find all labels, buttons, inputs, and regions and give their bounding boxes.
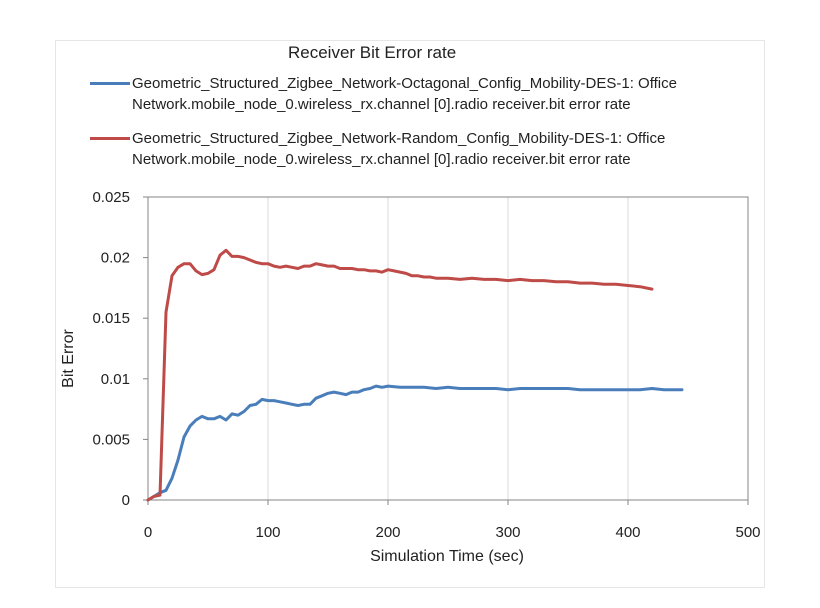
legend-label-octagonal-line1: Geometric_Structured_Zigbee_Network-Octa… (132, 75, 677, 92)
legend-swatch-octagonal (90, 82, 130, 85)
x-tick-label-100: 100 (255, 524, 280, 541)
y-tick-label-0.025: 0.025 (92, 189, 130, 206)
y-tick-label-0.015: 0.015 (92, 310, 130, 327)
plot-border (147, 196, 749, 501)
legend-swatch-random (90, 137, 130, 140)
legend-label-random-line2: Network.mobile_node_0.wireless_rx.channe… (132, 151, 631, 168)
legend-label-octagonal-line2: Network.mobile_node_0.wireless_rx.channe… (132, 96, 631, 113)
x-tick-label-400: 400 (615, 524, 640, 541)
y-tick-label-0.005: 0.005 (92, 431, 130, 448)
series-line-1 (146, 384, 684, 502)
x-tick-label-300: 300 (495, 524, 520, 541)
chart-frame (55, 40, 765, 588)
legend-label-random-line1: Geometric_Structured_Zigbee_Network-Rand… (132, 130, 666, 147)
chart-title: Receiver Bit Error rate (288, 43, 457, 62)
x-tick-label-200: 200 (375, 524, 400, 541)
legend-label-random: Geometric_Structured_Zigbee_Network-Rand… (132, 128, 665, 170)
y-tick-label-0: 0 (122, 492, 130, 509)
x-tick-label-0: 0 (144, 524, 152, 541)
x-axis-title: Simulation Time (sec) (370, 548, 524, 565)
legend-label-octagonal: Geometric_Structured_Zigbee_Network-Octa… (132, 73, 677, 115)
y-tick-label-0.01: 0.01 (101, 371, 130, 388)
y-tick-label-0.02: 0.02 (101, 250, 130, 267)
y-axis-title: Bit Error (60, 328, 77, 387)
series-line-2 (146, 248, 654, 502)
x-tick-label-500: 500 (735, 524, 760, 541)
